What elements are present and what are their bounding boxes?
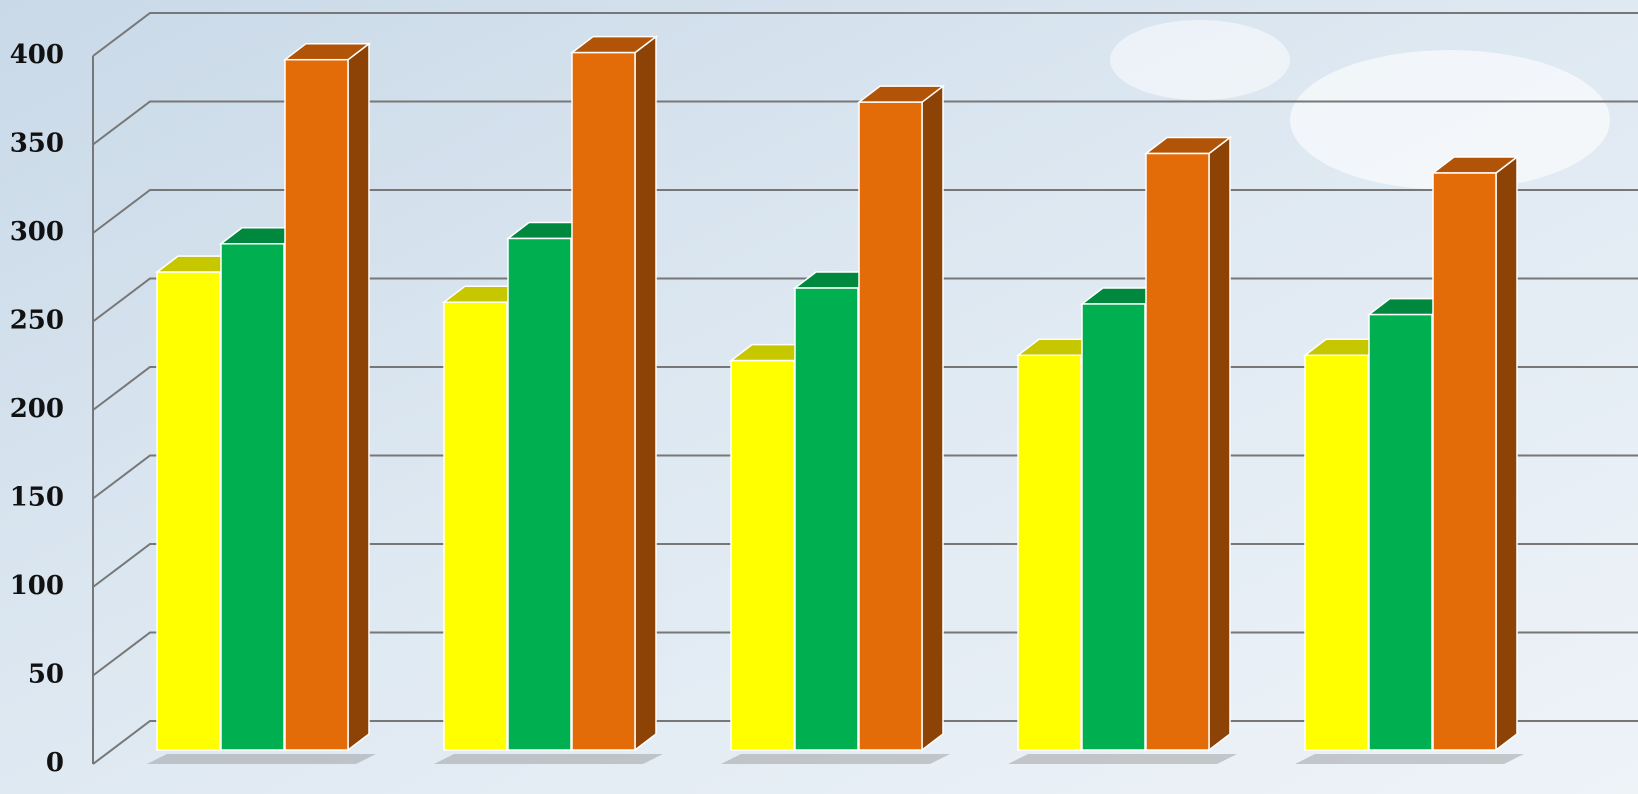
- y-tick-label: 50: [28, 660, 64, 690]
- bar: [1368, 313, 1433, 751]
- cloud: [1290, 50, 1610, 190]
- y-tick-label: 250: [10, 306, 64, 336]
- y-tick-label: 300: [10, 217, 64, 247]
- bar: [156, 271, 221, 751]
- bar-shadow: [434, 754, 663, 764]
- bar: [1432, 172, 1497, 751]
- y-tick-label: 200: [10, 394, 64, 424]
- bar: [794, 287, 859, 751]
- bar: [1304, 354, 1369, 751]
- bar: [507, 237, 572, 751]
- bar: [1145, 152, 1210, 751]
- grid-line: [92, 12, 1638, 57]
- y-tick-label: 100: [10, 571, 64, 601]
- bar-side: [1495, 155, 1518, 752]
- bar-shadow: [1008, 754, 1237, 764]
- bar-side: [634, 35, 657, 752]
- cloud: [1110, 20, 1290, 100]
- bar-shadow: [721, 754, 950, 764]
- grid-line: [92, 189, 1638, 234]
- bar: [284, 58, 349, 751]
- bar: [443, 301, 508, 751]
- bar: [220, 243, 285, 751]
- bar-shadow: [1295, 754, 1524, 764]
- y-tick-label: 0: [46, 748, 64, 778]
- grid-line: [92, 277, 1638, 323]
- bar: [1017, 354, 1082, 751]
- bar: [730, 359, 795, 751]
- y-tick-label: 400: [10, 40, 64, 70]
- grid-line: [92, 100, 1638, 146]
- y-tick-label: 150: [10, 483, 64, 513]
- y-tick-label: 350: [10, 129, 64, 159]
- bar: [571, 51, 636, 751]
- bar-side: [1208, 135, 1231, 752]
- bar-side: [347, 42, 370, 752]
- bar: [858, 101, 923, 751]
- bar-side: [921, 84, 944, 752]
- bar: [1081, 303, 1146, 751]
- bar-shadow: [147, 754, 376, 764]
